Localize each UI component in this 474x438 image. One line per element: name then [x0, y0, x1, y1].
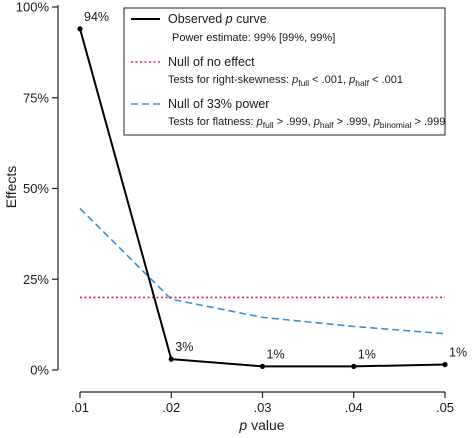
legend: Observed p curve Power estimate: 99% [99…: [123, 7, 446, 136]
x-ticks: .01 .02 .03 .04 .05: [71, 392, 454, 415]
y-axis-title: Effects: [3, 166, 19, 209]
series-point: [351, 363, 357, 369]
legend-power-estimate: Power estimate: 99% [99%, 99%]: [172, 32, 335, 44]
legend-label-null-33: Null of 33% power: [168, 97, 269, 111]
y-tick-label: 0%: [30, 363, 49, 378]
y-tick-label: 50%: [23, 181, 49, 196]
series-point: [442, 361, 448, 368]
x-axis-title: p value: [238, 417, 284, 433]
series-line-2: [79, 207, 446, 335]
legend-label-observed: Observed p curve: [168, 12, 267, 26]
y-tick-label: 25%: [23, 272, 49, 287]
legend-right-skew-tests: Tests for right-skewness: pfull < .001, …: [168, 74, 403, 88]
data-label: 3%: [175, 340, 193, 354]
y-ticks: 0% 25% 50% 75% 100%: [16, 0, 58, 378]
data-label: 94%: [84, 10, 109, 24]
data-label: 1%: [267, 347, 285, 361]
x-tick-label: .03: [253, 400, 271, 415]
y-tick-label: 75%: [23, 90, 49, 105]
x-tick-label: .04: [345, 400, 363, 415]
x-tick-label: .02: [162, 400, 180, 415]
series-point: [259, 363, 266, 369]
series-point: [168, 356, 174, 362]
y-tick-label: 100%: [16, 0, 50, 15]
x-tick-label: .05: [436, 400, 454, 415]
data-labels: 94% 3% 1% 1% 1%: [84, 10, 467, 362]
legend-label-null-effect: Null of no effect: [168, 55, 255, 69]
x-tick-label: .01: [71, 400, 89, 415]
series-point: [77, 26, 83, 32]
series-layer: [77, 26, 448, 369]
data-label: 1%: [358, 347, 376, 361]
data-label: 1%: [449, 346, 467, 360]
legend-flatness-tests: Tests for flatness: pfull > .999, phalf …: [168, 116, 445, 130]
legend-box: [123, 7, 446, 136]
